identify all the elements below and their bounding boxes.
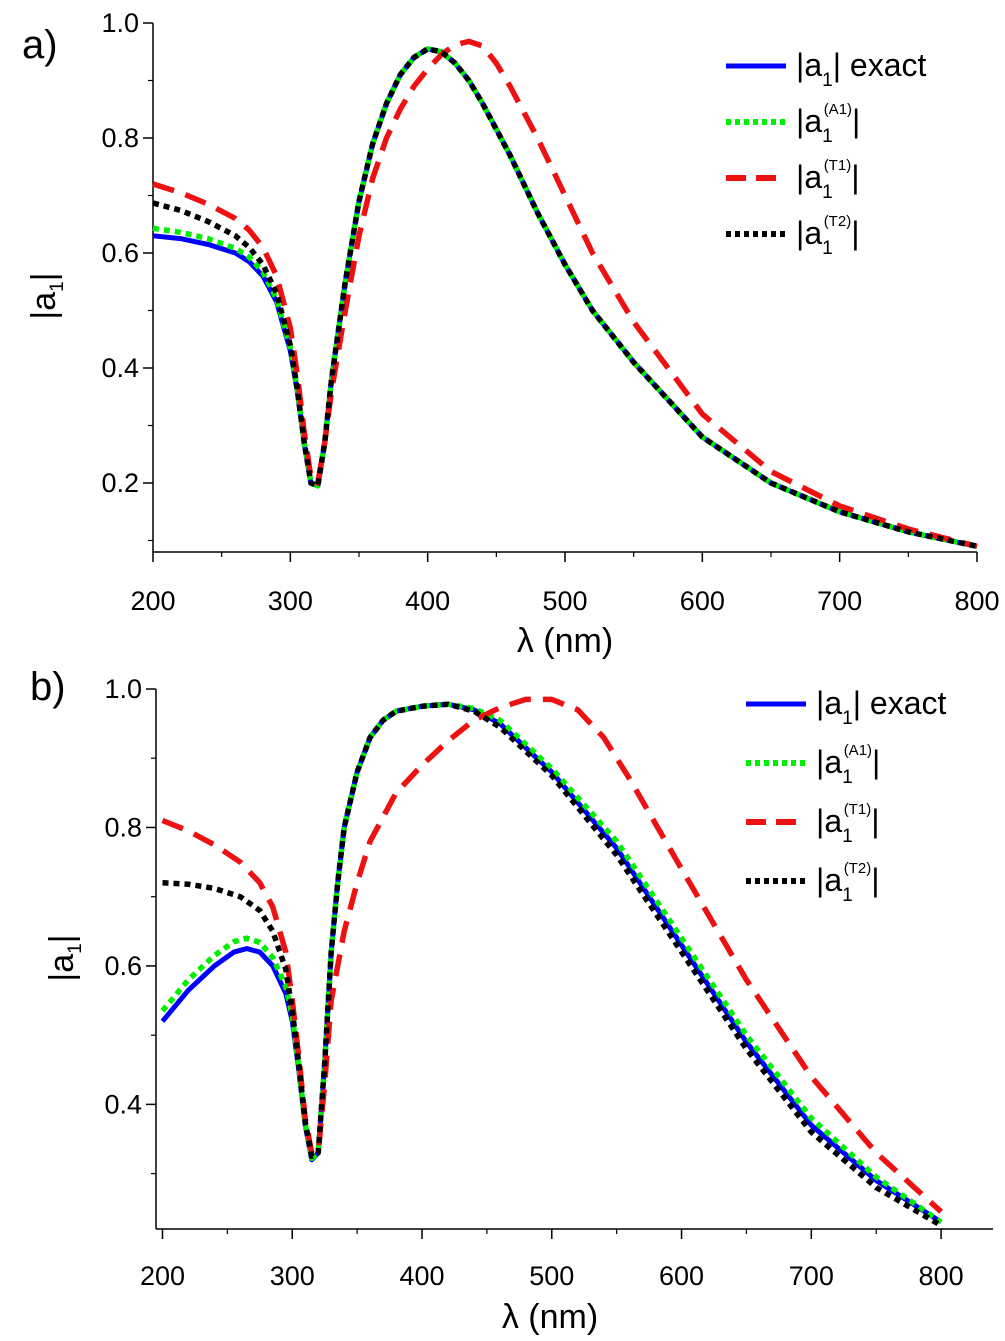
legend-label: |a1| exact	[796, 47, 926, 91]
legend-label-sub: 1	[842, 767, 853, 788]
y-tick-label: 0.2	[101, 468, 139, 498]
x-tick-label: 200	[130, 586, 175, 616]
x-tick-label: 500	[529, 1261, 574, 1291]
legend-label-sub: 1	[822, 70, 833, 91]
x-tick-label: 600	[659, 1261, 704, 1291]
y-tick-label: 1.0	[101, 8, 139, 38]
x-tick-label: 600	[680, 586, 725, 616]
legend-label-sub: 1	[842, 708, 853, 729]
legend-label-sup: (T2)	[824, 213, 852, 230]
legend-label-main: |a	[816, 862, 842, 898]
y-tick-label: 0.4	[104, 1089, 142, 1119]
panel-a: a) 200 300 400 500 600 700 800 0.2 0.4 0.6 0.8 1.0 λ …	[22, 8, 1000, 660]
legend-label-tail: |	[871, 803, 879, 839]
x-axis-label: λ (nm)	[502, 1298, 598, 1336]
legend-label: |a1 (A1)|	[796, 101, 860, 147]
series-line-3	[152, 38, 978, 549]
y-tick-label: 1.0	[104, 674, 142, 704]
legend-label-main: |a	[816, 803, 842, 839]
y-axis-label: |a1|	[25, 272, 68, 319]
y-axis-label-text: |a1|	[25, 272, 68, 319]
legend-label-tail: |	[871, 862, 879, 898]
y-tick-label: 0.8	[104, 812, 142, 842]
y-tick-label: 0.8	[101, 123, 139, 153]
x-tick-label: 400	[405, 586, 450, 616]
legend-label: |a1 (A1)|	[816, 742, 880, 788]
x-axis-label: λ (nm)	[517, 622, 613, 660]
x-tick-label: 200	[140, 1261, 185, 1291]
legend-label-sup: (T1)	[844, 801, 872, 818]
x-tick-label: 800	[954, 586, 999, 616]
x-tick-label: 300	[268, 586, 313, 616]
legend-label-tail: |	[851, 215, 859, 251]
legend-label-sub: 1	[842, 885, 853, 906]
series-line-3	[161, 696, 943, 1214]
legend-label-sup: (T2)	[844, 860, 872, 877]
y-label-main: |a	[43, 954, 81, 982]
y-label-sub: 1	[65, 943, 86, 954]
x-tick-label: 400	[399, 1261, 444, 1291]
y-axis-label: |a1|	[43, 934, 86, 981]
legend-label-main: |a	[796, 159, 822, 195]
y-tick-label: 0.4	[101, 353, 139, 383]
legend-label-main: |a	[796, 47, 822, 83]
x-tick-label: 300	[270, 1261, 315, 1291]
panel-letter: a)	[22, 23, 58, 67]
legend-label-tail: | exact	[853, 685, 947, 721]
legend-label-main: |a	[796, 103, 822, 139]
legend-label-sub: 1	[842, 826, 853, 847]
series-line-2	[160, 701, 943, 1225]
legend-label-tail: |	[851, 159, 859, 195]
legend-label-main: |a	[816, 685, 842, 721]
x-tick-label: 700	[789, 1261, 834, 1291]
legend-label-tail: | exact	[833, 47, 927, 83]
series-line-4	[162, 701, 943, 1228]
y-label-tail: |	[25, 272, 63, 281]
legend-label-main: |a	[816, 744, 842, 780]
series-line-1	[160, 701, 943, 1225]
series-line-4	[152, 46, 978, 549]
legend-label-sup: (A1)	[824, 101, 852, 118]
panel-b: b) 200 300 400 500 600 700 800 0.4 0.6 0.8 1.0 λ (nm…	[30, 665, 993, 1336]
y-axis-label-text: |a1|	[43, 934, 86, 981]
legend-label: |a1| exact	[816, 685, 946, 729]
y-label-sub: 1	[47, 281, 68, 292]
legend-label-sub: 1	[822, 238, 833, 259]
legend-label-tail: |	[852, 103, 860, 139]
legend-label: |a1 (T2)|	[816, 860, 880, 906]
panel-letter: b)	[30, 665, 66, 709]
y-tick-label: 0.6	[104, 951, 142, 981]
x-tick-label: 500	[542, 586, 587, 616]
legend-label: |a1 (T2)|	[796, 213, 860, 259]
legend-label-sub: 1	[822, 126, 833, 147]
x-tick-label: 700	[817, 586, 862, 616]
legend-label-tail: |	[872, 744, 880, 780]
legend-label-sub: 1	[822, 182, 833, 203]
y-label-tail: |	[43, 934, 81, 943]
legend-label-main: |a	[796, 215, 822, 251]
y-tick-label: 0.6	[101, 238, 139, 268]
y-label-main: |a	[25, 292, 63, 320]
legend-label-sup: (A1)	[844, 742, 872, 759]
legend-label-sup: (T1)	[824, 157, 852, 174]
x-tick-label: 800	[919, 1261, 964, 1291]
legend-label: |a1 (T1)|	[816, 801, 880, 847]
legend-label: |a1 (T1)|	[796, 157, 860, 203]
